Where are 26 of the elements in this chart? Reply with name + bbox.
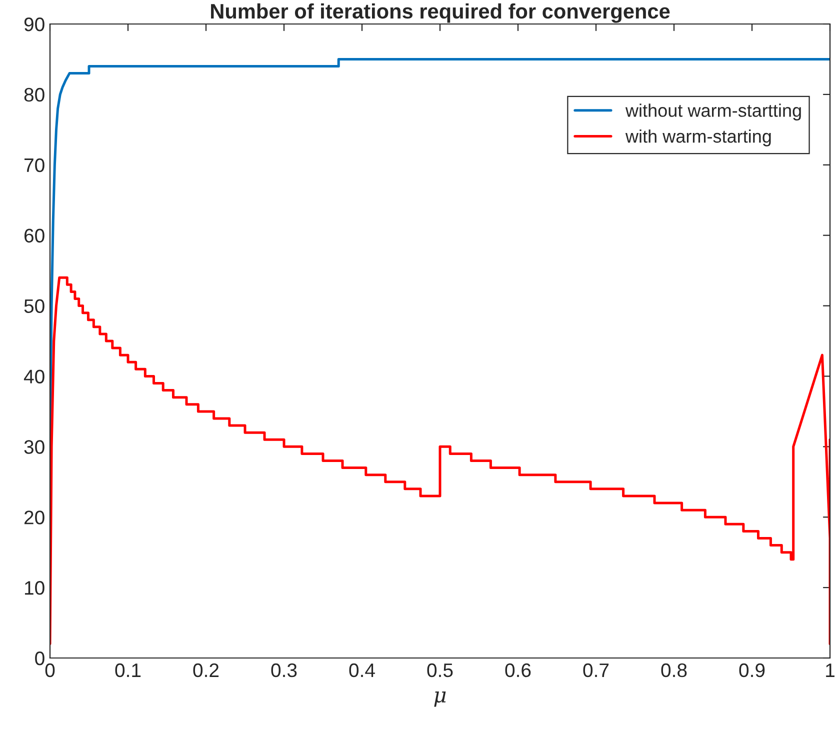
legend-label: without warm-startting (625, 104, 801, 120)
y-tick-label: 40 (24, 370, 44, 384)
y-tick-label: 20 (24, 510, 44, 524)
x-tick-label: 0.4 (349, 663, 375, 678)
chart-title: Number of iterations required for convergence (211, 3, 670, 23)
line-series (50, 276, 830, 646)
y-tick-label: 10 (24, 581, 44, 595)
legend-label: with warm-starting (625, 130, 771, 146)
x-tick-label: 0.9 (739, 663, 765, 678)
y-tick-label: 90 (24, 17, 44, 32)
y-tick-label: 30 (24, 440, 44, 454)
x-tick-label: 0.7 (583, 663, 609, 678)
x-tick-label: 0 (45, 663, 55, 678)
y-tick-label: 0 (35, 651, 44, 666)
y-tick-label: 50 (24, 299, 44, 314)
x-tick-label: 0.3 (271, 663, 297, 678)
x-axis-title: μ (434, 692, 446, 707)
x-tick-label: 0.1 (115, 663, 141, 678)
y-tick-label: 80 (24, 88, 44, 102)
x-tick-label: 0.5 (427, 663, 453, 678)
x-tick-label: 0.8 (661, 663, 687, 678)
x-tick-label: 0.6 (505, 663, 531, 678)
y-tick-label: 60 (24, 228, 44, 243)
x-tick-label: 0.2 (193, 663, 219, 678)
y-tick-label: 70 (24, 158, 44, 172)
x-tick-label: 1 (826, 664, 834, 677)
